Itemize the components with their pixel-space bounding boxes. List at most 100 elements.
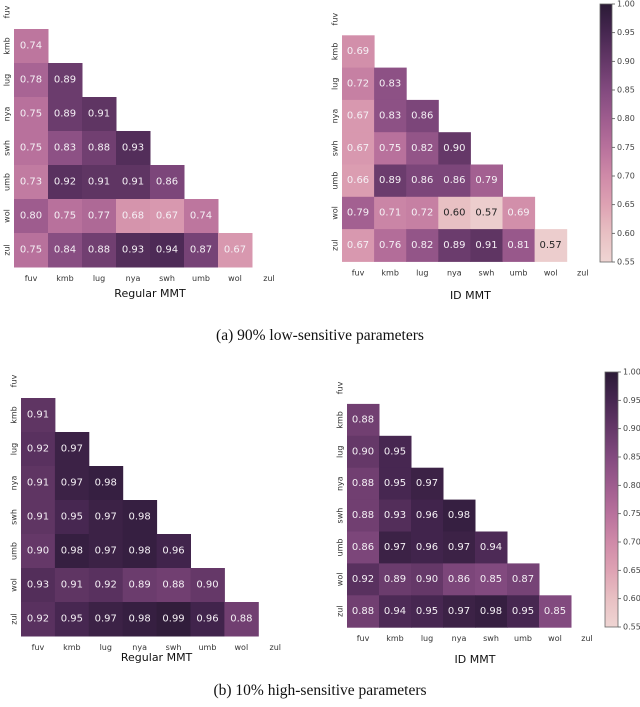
cell-value-label: 0.93 — [122, 143, 144, 154]
cell-value-label: 0.86 — [443, 175, 465, 186]
y-tick-label: nya — [3, 107, 12, 122]
x-tick-label: nya — [126, 274, 141, 283]
y-tick-label: lug — [336, 446, 345, 458]
cell-value-label: 0.82 — [411, 240, 433, 251]
heatmap-cell — [122, 534, 158, 569]
y-tick-label: umb — [336, 538, 345, 556]
heatmap-cell — [470, 196, 503, 230]
cell-value-label: 0.98 — [129, 512, 151, 523]
x-tick-label: fuv — [32, 643, 45, 652]
cell-value-label: 0.91 — [27, 512, 49, 523]
heatmap-cell — [379, 531, 412, 564]
x-tick-label: lug — [100, 643, 112, 652]
y-tick-label: umb — [3, 173, 12, 191]
x-tick-label: wol — [548, 634, 562, 643]
heatmap-cell — [411, 499, 444, 532]
heatmap-cell — [116, 165, 151, 200]
cell-value-label: 0.78 — [20, 75, 42, 86]
cell-value-label: 0.86 — [352, 542, 374, 553]
cell-value-label: 0.75 — [20, 109, 42, 120]
x-tick-label: kmb — [386, 634, 404, 643]
heatmap-cell — [411, 467, 444, 501]
heatmap-cell — [438, 196, 471, 230]
y-tick-label: nya — [10, 476, 19, 491]
colorbar-tick-label: 0.85 — [623, 453, 640, 462]
cell-value-label: 0.57 — [475, 207, 497, 218]
cell-value-label: 0.75 — [379, 143, 401, 154]
x-tick-label: nya — [132, 643, 147, 652]
x-tick-label: wol — [228, 274, 242, 283]
heatmap-cell — [374, 132, 407, 165]
y-tick-label: swh — [3, 140, 12, 156]
cell-value-label: 0.97 — [384, 542, 406, 553]
colorbar-tick-label: 0.55 — [623, 623, 640, 632]
x-tick-label: fuv — [25, 274, 38, 283]
cell-value-label: 0.80 — [20, 211, 42, 222]
heatmap-cell — [507, 595, 540, 628]
cell-value-label: 0.88 — [352, 510, 374, 521]
cell-value-label: 0.88 — [88, 143, 110, 154]
heatmap-cell — [116, 199, 151, 234]
y-tick-label: umb — [10, 542, 19, 560]
heatmap-cell — [156, 534, 191, 569]
heatmap-cell — [379, 595, 412, 628]
x-tick-label: umb — [510, 268, 528, 277]
x-tick-label: umb — [514, 634, 532, 643]
x-tick-label: zul — [577, 268, 589, 277]
heatmap-cell — [411, 531, 444, 564]
heatmap-cell — [406, 99, 439, 133]
heatmap-cell — [48, 97, 83, 132]
colorbar-b: 1.00 0.95 0.90 0.85 0.80 0.75 0.70 0.65 0.60 0.55 — [604, 368, 640, 632]
heatmap-cell — [406, 229, 439, 262]
heatmap-cell — [342, 164, 375, 198]
heatmap-cell — [342, 132, 375, 165]
heatmap-cell — [443, 595, 476, 628]
cell-value-label: 0.86 — [156, 177, 178, 188]
heatmap-cell — [379, 499, 412, 532]
cell-value-label: 0.67 — [156, 211, 178, 222]
cell-value-label: 0.74 — [190, 211, 212, 222]
cell-value-label: 0.87 — [190, 245, 212, 256]
cell-value-label: 0.76 — [379, 240, 401, 251]
cell-value-label: 0.83 — [379, 111, 401, 122]
y-tick-label: lug — [331, 78, 340, 90]
cell-value-label: 0.97 — [61, 444, 83, 455]
cell-value-label: 0.98 — [448, 510, 470, 521]
cell-value-label: 0.98 — [480, 606, 502, 617]
heatmap-cell — [88, 602, 124, 637]
heatmap-cell — [438, 229, 471, 262]
heatmap-cell — [48, 131, 83, 166]
heatmap-cell — [379, 435, 412, 469]
heatmap-cell — [406, 132, 439, 165]
colorbar-a: 1.00 0.95 0.90 0.85 0.80 0.75 0.70 0.65 0.60 0.55 — [599, 0, 635, 267]
heatmap-cell — [475, 595, 508, 628]
heatmap-cell — [14, 165, 49, 200]
y-tick-label: nya — [336, 476, 345, 491]
heatmap-cell — [347, 563, 380, 596]
cell-value-label: 0.66 — [347, 175, 369, 186]
heatmap-cell — [82, 131, 117, 166]
y-tick-label: lug — [3, 74, 12, 86]
cell-value-label: 0.98 — [129, 546, 151, 557]
heatmap-cell — [21, 466, 56, 501]
heatmap-cell — [88, 466, 124, 501]
cell-value-label: 0.92 — [27, 444, 49, 455]
heatmap-cell — [443, 563, 476, 596]
heatmap-cell — [443, 531, 476, 564]
cell-value-label: 0.89 — [129, 580, 151, 591]
heatmap-cell — [54, 568, 90, 603]
cell-value-label: 0.91 — [61, 580, 83, 591]
heatmap-cell — [218, 233, 253, 268]
heatmap-cell — [14, 131, 49, 166]
cell-value-label: 0.90 — [352, 446, 374, 457]
colorbar-tick-label: 0.65 — [623, 566, 640, 575]
heatmap-cell — [347, 499, 380, 532]
heatmap-cell — [48, 165, 83, 200]
cell-value-label: 0.85 — [480, 574, 502, 585]
colorbar-gradient — [604, 371, 619, 628]
y-tick-label: zul — [331, 240, 340, 252]
cell-value-label: 0.93 — [122, 245, 144, 256]
cell-value-label: 0.91 — [88, 109, 110, 120]
heatmap-cell — [21, 500, 56, 535]
